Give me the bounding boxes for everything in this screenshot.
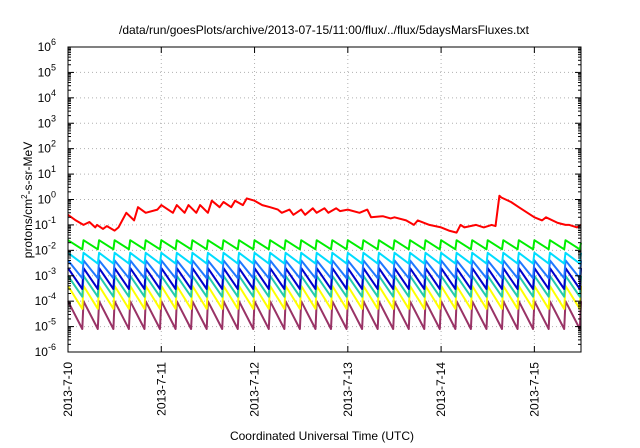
y-axis-label-main: protons/cm [21,199,35,258]
x-tick-label: 2013-7-11 [154,362,168,416]
y-tick-base: 10 [38,91,52,105]
y-tick-exponent: -6 [48,342,56,352]
y-tick-base: 10 [38,142,52,156]
series-layer [67,194,582,330]
series-line [67,300,582,330]
x-tick-label: 2013-7-10 [61,362,75,417]
y-axis-label-superscript: 2 [20,194,29,199]
y-tick-label: 10-3 [35,266,56,283]
series-line [67,251,582,265]
y-tick-base: 10 [35,218,49,232]
y-tick-base: 10 [38,40,52,54]
x-tick-label: 2013-7-13 [341,362,355,417]
x-tick-label: 2013-7-15 [527,362,541,417]
y-tick-exponent: -1 [48,215,56,225]
series-line [67,194,582,234]
y-tick-exponent: -3 [48,266,56,276]
y-tick-base: 10 [38,65,52,79]
y-tick-label: 106 [38,37,56,54]
x-axis-label: Coordinated Universal Time (UTC) [230,429,414,443]
y-tick-exponent: -4 [48,291,56,301]
y-tick-base: 10 [38,193,52,207]
x-tick-label: 2013-7-14 [434,362,448,417]
y-tick-label: 10-4 [35,291,56,308]
y-tick-label: 105 [38,62,56,79]
y-tick-exponent: -2 [48,240,56,250]
y-tick-exponent: 1 [51,164,56,174]
series-line [67,239,582,251]
x-tick-label: 2013-7-12 [248,362,262,417]
y-tick-label: 101 [38,164,56,181]
y-tick-base: 10 [35,294,49,308]
y-tick-label: 102 [38,139,56,156]
y-axis-label: protons/cm2-s-sr-MeV [20,142,35,258]
series-line [67,274,582,298]
y-tick-exponent: 4 [51,88,56,98]
y-tick-exponent: 6 [51,37,56,47]
y-tick-base: 10 [35,320,49,334]
y-tick-label: 100 [38,190,56,207]
y-tick-base: 10 [38,167,52,181]
y-tick-exponent: 3 [51,113,56,123]
grid-lines [67,47,581,352]
y-tick-base: 10 [35,243,49,257]
y-tick-exponent: 0 [51,190,56,200]
y-tick-label: 104 [38,88,56,105]
y-tick-label: 10-6 [35,342,56,359]
y-tick-exponent: 5 [51,62,56,72]
y-axis-label-rest: -s-sr-MeV [21,142,35,195]
y-tick-exponent: -5 [48,317,56,327]
y-tick-exponent: 2 [51,139,56,149]
y-tick-base: 10 [35,345,49,359]
y-tick-base: 10 [38,116,52,130]
y-tick-label: 10-2 [35,240,56,257]
y-tick-label: 10-1 [35,215,56,232]
series-line [67,284,582,310]
chart-title: /data/run/goesPlots/archive/2013-07-15/1… [119,23,530,37]
series-line [67,259,582,280]
y-tick-base: 10 [35,269,49,283]
series-line [67,267,582,290]
x-axis-ticks: 2013-7-10 2013-7-11 2013-7-12 2013-7-13 2013… [61,47,541,417]
y-tick-label: 103 [38,113,56,130]
y-tick-label: 10-5 [35,317,56,334]
